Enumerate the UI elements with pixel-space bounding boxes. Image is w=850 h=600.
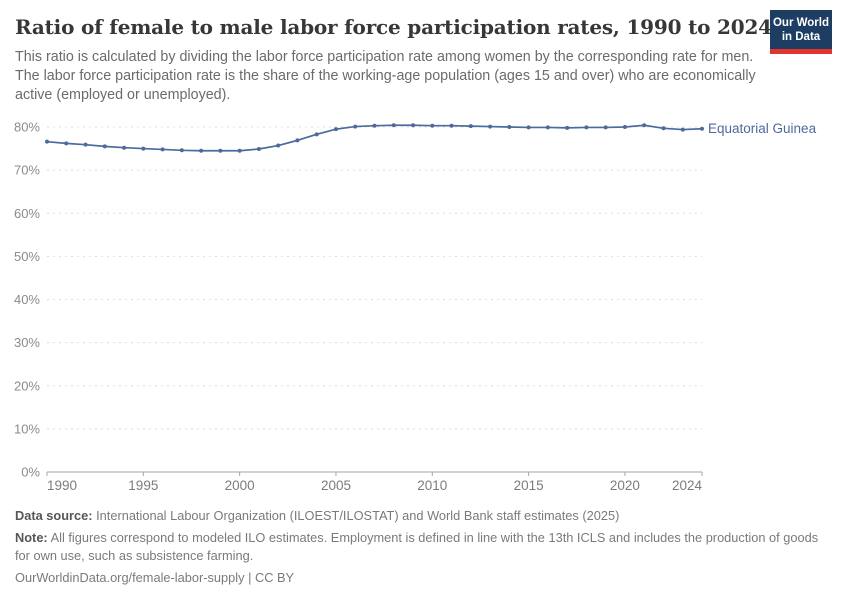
- data-point[interactable]: [295, 138, 300, 143]
- note-label: Note:: [15, 529, 48, 545]
- x-axis-label: 2020: [610, 478, 640, 493]
- owid-logo-line1: Our World: [772, 17, 829, 29]
- data-point[interactable]: [603, 125, 608, 130]
- y-axis-label: 60%: [14, 206, 40, 221]
- data-point[interactable]: [622, 125, 627, 129]
- x-axis-label: 2024: [672, 478, 703, 493]
- data-point[interactable]: [372, 123, 377, 128]
- x-axis-label: 2010: [417, 478, 447, 493]
- owid-logo[interactable]: Our World in Data: [770, 10, 832, 54]
- data-point[interactable]: [468, 124, 473, 129]
- data-point[interactable]: [83, 142, 88, 147]
- y-axis-label: 0%: [21, 465, 40, 480]
- data-point[interactable]: [584, 125, 589, 130]
- data-point[interactable]: [545, 125, 550, 130]
- data-point[interactable]: [218, 148, 223, 153]
- data-source-text: International Labour Organization (ILOES…: [96, 508, 620, 523]
- series-line[interactable]: [46, 124, 703, 152]
- license-label: CC BY: [254, 569, 295, 585]
- separator: |: [248, 569, 252, 585]
- data-point[interactable]: [661, 126, 666, 131]
- data-point[interactable]: [314, 132, 319, 137]
- data-point[interactable]: [565, 125, 570, 130]
- y-axis-label: 80%: [14, 120, 40, 135]
- chart-area: 0% 10% 20% 30% 40% 50% 60% 70% 80% 1990 1995 2000 20…: [0, 108, 850, 508]
- x-axis-label: 2000: [225, 478, 255, 493]
- data-point[interactable]: [64, 141, 69, 146]
- series-label[interactable]: Equatorial Guinea: [708, 121, 817, 136]
- y-axis-label: 20%: [14, 378, 40, 393]
- data-point[interactable]: [526, 125, 531, 130]
- data-point[interactable]: [256, 146, 261, 151]
- y-axis-label: 70%: [14, 163, 40, 178]
- x-axis-label: 2005: [321, 478, 351, 493]
- owid-logo-line2: in Data: [781, 31, 821, 43]
- y-axis-label: 40%: [14, 292, 40, 307]
- y-axis-label: 10%: [14, 421, 40, 436]
- x-axis-label: 1995: [128, 478, 158, 493]
- data-point[interactable]: [411, 123, 416, 128]
- data-point[interactable]: [45, 139, 49, 144]
- data-point[interactable]: [333, 127, 338, 132]
- note-line: Note: All figures correspond to modeled …: [15, 529, 820, 566]
- chart-footer: Data source: International Labour Organi…: [15, 507, 820, 590]
- data-point[interactable]: [141, 146, 146, 151]
- data-point[interactable]: [179, 148, 184, 153]
- data-source-label: Data source:: [15, 508, 93, 523]
- data-point[interactable]: [391, 123, 396, 128]
- chart-subtitle: This ratio is calculated by dividing the…: [15, 49, 756, 103]
- data-point[interactable]: [276, 143, 281, 148]
- data-point[interactable]: [680, 127, 685, 132]
- data-point[interactable]: [488, 124, 493, 129]
- chart-url: OurWorldinData.org/female-labor-supply: [15, 569, 245, 585]
- data-point[interactable]: [237, 148, 242, 153]
- data-point[interactable]: [122, 145, 127, 150]
- data-point[interactable]: [160, 147, 165, 152]
- data-point[interactable]: [449, 123, 454, 128]
- data-point[interactable]: [507, 125, 512, 129]
- y-axis-label: 30%: [14, 335, 40, 350]
- note-text: All figures correspond to modeled ILO es…: [15, 529, 819, 564]
- data-point[interactable]: [353, 124, 358, 129]
- data-source-line: Data source: International Labour Organi…: [15, 507, 820, 526]
- data-point[interactable]: [199, 148, 204, 153]
- data-point[interactable]: [642, 123, 647, 128]
- citation-line: OurWorldinData.org/female-labor-supply |…: [15, 569, 820, 588]
- data-point[interactable]: [700, 126, 704, 131]
- chart-title: Ratio of female to male labor force part…: [15, 15, 772, 39]
- line-chart[interactable]: 0% 10% 20% 30% 40% 50% 60% 70% 80% 1990 1995 2000 20…: [0, 108, 850, 508]
- data-point[interactable]: [102, 144, 107, 149]
- y-axis-label: 50%: [14, 249, 40, 264]
- data-point[interactable]: [430, 123, 435, 128]
- x-axis-label: 1990: [47, 478, 77, 493]
- x-axis-label: 2015: [514, 478, 544, 493]
